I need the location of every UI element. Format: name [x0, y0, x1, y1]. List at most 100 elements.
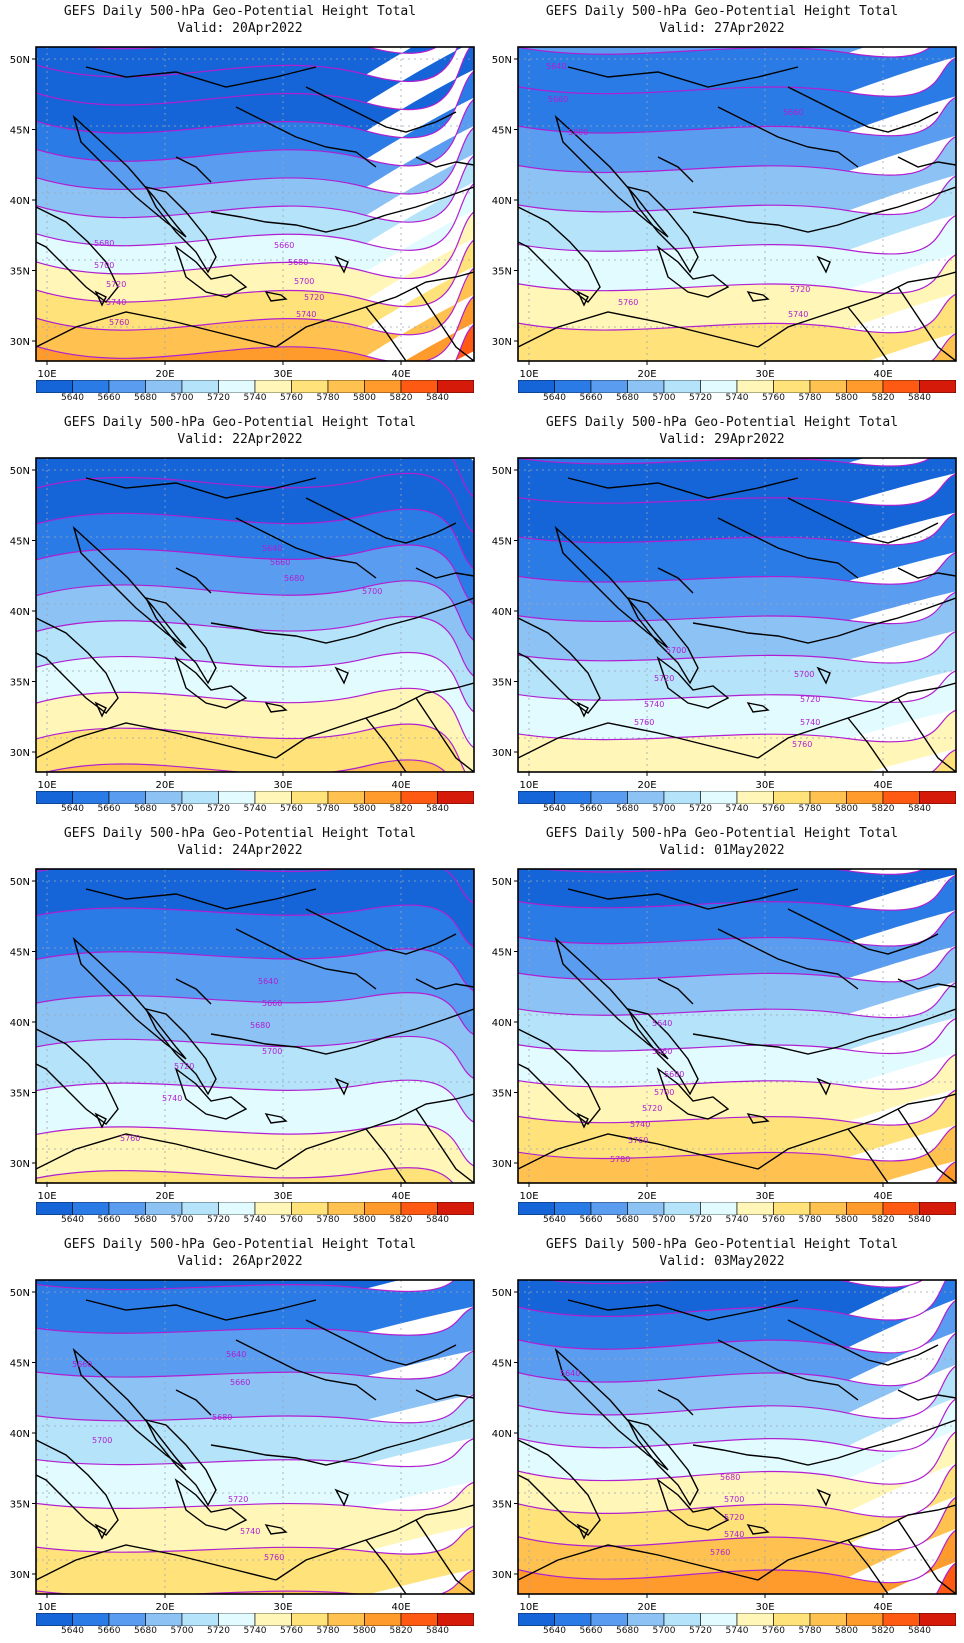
colorbar-label: 5760 — [280, 804, 303, 814]
height-band — [518, 215, 956, 291]
lat-tick-label: 50N — [492, 55, 512, 66]
colorbar-swatch — [145, 380, 183, 393]
lat-tick-label: 50N — [10, 877, 30, 888]
height-band — [518, 1464, 956, 1547]
coastline-border — [567, 1299, 799, 1321]
colorbar-labels: 5640 5660 5680 5700 5720 5740 5760 5780 5800 5820… — [36, 1215, 474, 1227]
lat-tick-label: 45N — [492, 948, 512, 959]
contour-line — [36, 295, 474, 361]
contour-label: 5680 — [250, 1021, 270, 1030]
coastline-border — [787, 86, 939, 133]
colorbar-swatch — [364, 791, 402, 804]
contour-line — [518, 1089, 956, 1126]
colorbar-swatch — [590, 380, 628, 393]
coastline-border — [554, 936, 669, 1060]
coastline-border — [175, 567, 212, 594]
coastline-border — [757, 682, 956, 759]
height-band — [36, 1482, 474, 1553]
colorbar-swatch — [437, 1613, 474, 1626]
panel-title: GEFS Daily 500-hPa Geo-Potential Height … — [63, 826, 417, 841]
colorbar-swatch — [554, 380, 592, 393]
contour-line — [36, 1394, 474, 1424]
lat-tick-label: 50N — [10, 55, 30, 66]
height-band — [36, 992, 474, 1080]
colorbar-swatch — [846, 791, 884, 804]
coastline-border — [85, 888, 317, 910]
coastline-border — [717, 517, 859, 579]
colorbar-swatch — [218, 791, 256, 804]
colorbar-swatch — [437, 380, 474, 393]
colorbar-swatch — [919, 791, 956, 804]
colorbar-label: 5700 — [652, 1626, 676, 1636]
coastline-border — [576, 1112, 589, 1129]
height-band — [36, 1036, 474, 1124]
lon-tick-label: 30E — [755, 1191, 774, 1202]
colorbar-label: 5700 — [652, 804, 676, 814]
contour-line — [935, 1160, 956, 1183]
height-band — [518, 175, 956, 252]
colorbar-swatch — [364, 1202, 402, 1215]
colorbar-swatch — [36, 1202, 73, 1215]
lat-tick-label: 30N — [10, 1570, 30, 1581]
coastline-border — [567, 66, 799, 88]
height-band — [936, 1562, 956, 1594]
coastline-border — [365, 717, 407, 772]
contour-line — [518, 1017, 956, 1055]
colorbar-swatch — [627, 791, 665, 804]
contour-label: 5640 — [258, 977, 278, 986]
colorbar-swatch — [809, 380, 847, 393]
colorbar-swatch — [663, 380, 701, 393]
contour-label: 5640 — [262, 544, 282, 553]
lat-tick-label: 45N — [10, 126, 30, 137]
coastline-border — [415, 567, 474, 579]
height-band — [36, 155, 474, 246]
coastline-border — [36, 1028, 119, 1125]
coastline-border — [518, 1439, 601, 1536]
panel-title: GEFS Daily 500-hPa Geo-Potential Height … — [63, 415, 417, 430]
coastline-border — [365, 1539, 407, 1594]
coastline-border — [567, 888, 799, 910]
coastline-border — [816, 666, 831, 685]
contour-line — [518, 1496, 956, 1551]
colorbar-label: 5660 — [97, 1215, 121, 1225]
height-band — [36, 948, 474, 1036]
colorbar-label: 5720 — [689, 1215, 712, 1225]
contour-line — [518, 473, 956, 507]
contour-label: 5700 — [94, 261, 114, 270]
lon-tick-label: 40E — [873, 1602, 892, 1613]
colorbar-label: 5720 — [207, 804, 230, 814]
map-frame — [35, 1279, 475, 1595]
contour-label: 5680 — [720, 1473, 740, 1482]
geopotential-map: 5640 5660 5680 5660 5720 5760 5740 50N 45N 40N 35N… — [492, 46, 957, 380]
contour-line — [36, 869, 474, 905]
lat-tick-label: 30N — [10, 337, 30, 348]
colorbar-label: 5720 — [689, 393, 712, 403]
height-band — [518, 513, 956, 583]
contour-line — [36, 544, 474, 606]
height-band — [36, 905, 474, 992]
coastline-border — [576, 290, 589, 307]
coastline-border — [334, 255, 349, 274]
colorbar-label: 5800 — [353, 393, 376, 403]
coastline-border — [72, 1347, 187, 1471]
coastline-border — [275, 1093, 474, 1170]
colorbar-labels: 5640 5660 5680 5700 5720 5740 5760 5780 5800 5820… — [518, 804, 956, 816]
colorbar-label: 5660 — [579, 1215, 603, 1225]
lat-tick-label: 40N — [10, 607, 30, 618]
coastline-border — [175, 1389, 212, 1416]
colorbar-swatch — [627, 380, 665, 393]
colorbar-label: 5820 — [871, 1626, 895, 1636]
coastline-border — [210, 1419, 474, 1466]
colorbar-label: 5660 — [97, 804, 121, 814]
height-band — [518, 910, 956, 980]
lat-tick-label: 30N — [492, 337, 512, 348]
coastline-border — [554, 525, 669, 649]
coastline-border — [85, 477, 317, 499]
coastline-border — [656, 245, 730, 298]
coastline-border — [816, 255, 831, 274]
lon-tick-label: 10E — [37, 1191, 56, 1202]
map-panel-27Apr2022: GEFS Daily 500-hPa Geo-Potential Height … — [482, 0, 962, 410]
colorbar-label: 5680 — [616, 1215, 639, 1225]
height-band — [518, 57, 956, 134]
colorbar-swatch — [364, 1613, 402, 1626]
